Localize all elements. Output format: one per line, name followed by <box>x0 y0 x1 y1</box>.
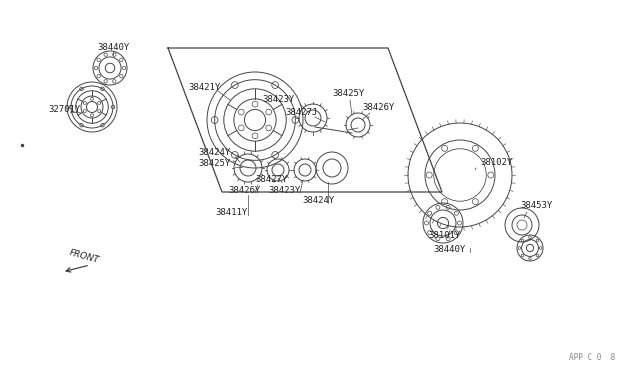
Text: 38411Y: 38411Y <box>215 208 247 217</box>
Text: 38440Y: 38440Y <box>433 245 465 254</box>
Text: 38426Y: 38426Y <box>362 103 394 112</box>
Text: 38424Y: 38424Y <box>302 196 334 205</box>
Text: 38425Y: 38425Y <box>198 159 230 168</box>
Text: 38427J: 38427J <box>285 108 317 117</box>
Text: 38426Y: 38426Y <box>228 186 260 195</box>
Text: 32701Y: 32701Y <box>48 105 80 114</box>
Text: 38101Y: 38101Y <box>428 231 460 240</box>
Text: 38440Y: 38440Y <box>97 43 129 52</box>
Text: 38421Y: 38421Y <box>188 83 220 92</box>
Text: 38102Y: 38102Y <box>480 158 512 167</box>
Text: 38423Y: 38423Y <box>268 186 300 195</box>
Text: 38423Y: 38423Y <box>262 95 294 104</box>
Text: 38425Y: 38425Y <box>332 89 364 98</box>
Text: 38424Y: 38424Y <box>198 148 230 157</box>
Text: 38427Y: 38427Y <box>255 175 287 184</box>
Text: APP C 0  8: APP C 0 8 <box>569 353 615 362</box>
Text: 38453Y: 38453Y <box>520 201 552 210</box>
Text: FRONT: FRONT <box>68 248 100 265</box>
